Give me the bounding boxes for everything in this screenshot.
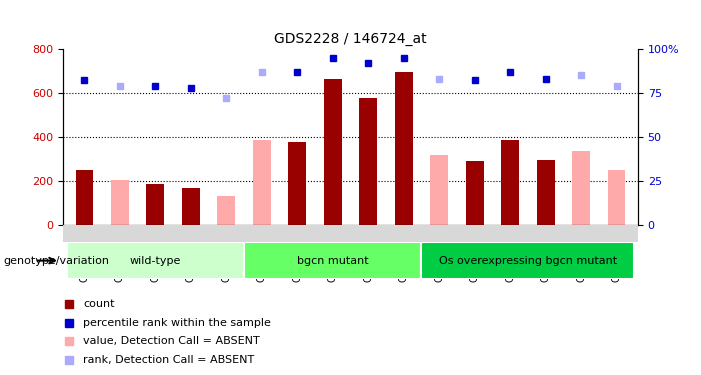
Bar	[395, 72, 413, 225]
Text: genotype/variation: genotype/variation	[4, 256, 109, 266]
Bar	[608, 170, 625, 225]
Bar	[253, 140, 271, 225]
Title: GDS2228 / 146724_at: GDS2228 / 146724_at	[274, 32, 427, 46]
Bar	[466, 161, 484, 225]
Bar	[430, 154, 448, 225]
Text: wild-type: wild-type	[130, 256, 181, 266]
Text: percentile rank within the sample: percentile rank within the sample	[83, 318, 271, 327]
Bar	[537, 160, 554, 225]
Text: value, Detection Call = ABSENT: value, Detection Call = ABSENT	[83, 336, 260, 346]
Bar	[324, 79, 341, 225]
Bar	[111, 180, 129, 225]
Text: Os overexpressing bgcn mutant: Os overexpressing bgcn mutant	[439, 256, 617, 266]
Bar	[572, 151, 590, 225]
Bar	[360, 98, 377, 225]
Bar	[288, 142, 306, 225]
Bar	[501, 140, 519, 225]
Bar	[147, 184, 164, 225]
Text: bgcn mutant: bgcn mutant	[297, 256, 369, 266]
Text: rank, Detection Call = ABSENT: rank, Detection Call = ABSENT	[83, 355, 254, 365]
Text: count: count	[83, 299, 115, 309]
Bar	[76, 170, 93, 225]
Bar	[182, 188, 200, 225]
Bar	[67, 242, 244, 279]
Bar	[217, 196, 235, 225]
Bar	[421, 242, 634, 279]
Bar	[244, 242, 421, 279]
